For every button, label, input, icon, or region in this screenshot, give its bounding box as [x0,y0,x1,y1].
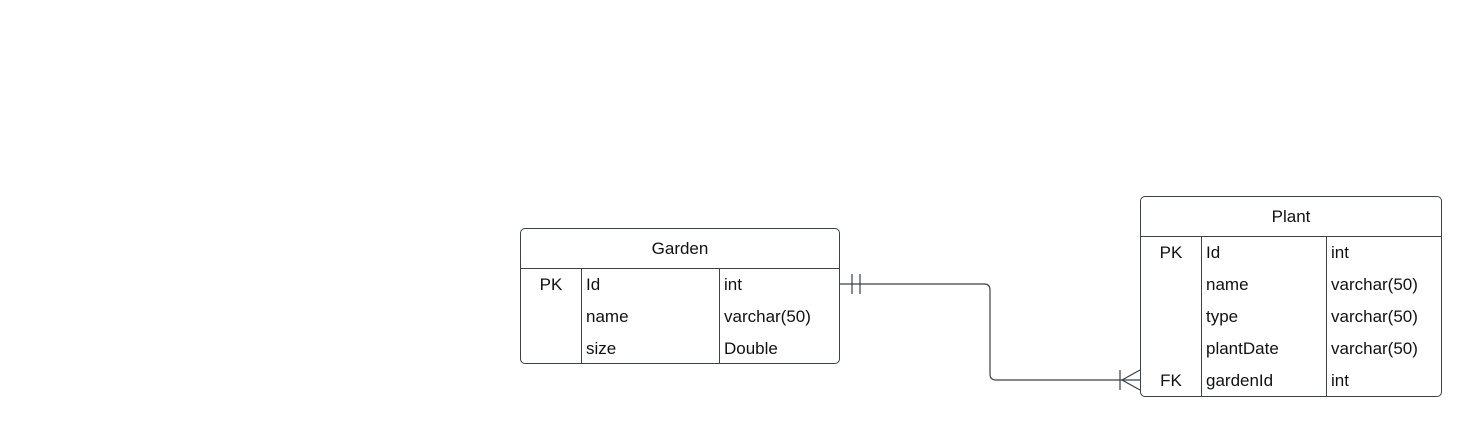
field-name: type [1206,307,1239,326]
field-type: int [1331,243,1349,262]
field-name: name [1206,275,1249,294]
column-divider [1201,237,1202,396]
field-key: PK [539,275,563,294]
field-type: varchar(50) [724,307,811,326]
field-type: int [724,275,742,294]
field-key [521,333,581,363]
field-type: Double [724,339,778,358]
field-key [521,301,581,333]
entity-garden[interactable]: Garden PK Id int name varchar(50) size D… [520,228,840,364]
crowfoot-lower [1121,379,1141,391]
field-key [1141,301,1201,333]
field-name: Id [586,275,601,294]
entity-fields: PK Id int name varchar(50) type varchar(… [1141,237,1441,396]
relationship-line [840,283,1140,381]
field-type: int [1331,371,1349,390]
crowfoot-upper [1121,369,1141,381]
entity-plant[interactable]: Plant PK Id int name varchar(50) type va… [1140,196,1442,397]
column-divider [719,269,720,363]
column-divider [581,269,582,363]
field-name: size [586,339,617,358]
field-type: varchar(50) [1331,307,1418,326]
field-name: Id [1206,243,1221,262]
entity-fields: PK Id int name varchar(50) size Double [521,269,839,363]
field-key: PK [1159,243,1183,262]
entity-title: Plant [1141,197,1441,237]
field-name: gardenId [1206,371,1274,390]
field-type: varchar(50) [1331,339,1418,358]
entity-title: Garden [521,229,839,269]
field-key: FK [1160,371,1182,390]
column-divider [1326,237,1327,396]
field-key [1141,269,1201,301]
field-key [1141,333,1201,365]
field-name: plantDate [1206,339,1279,358]
field-name: name [586,307,629,326]
field-type: varchar(50) [1331,275,1418,294]
